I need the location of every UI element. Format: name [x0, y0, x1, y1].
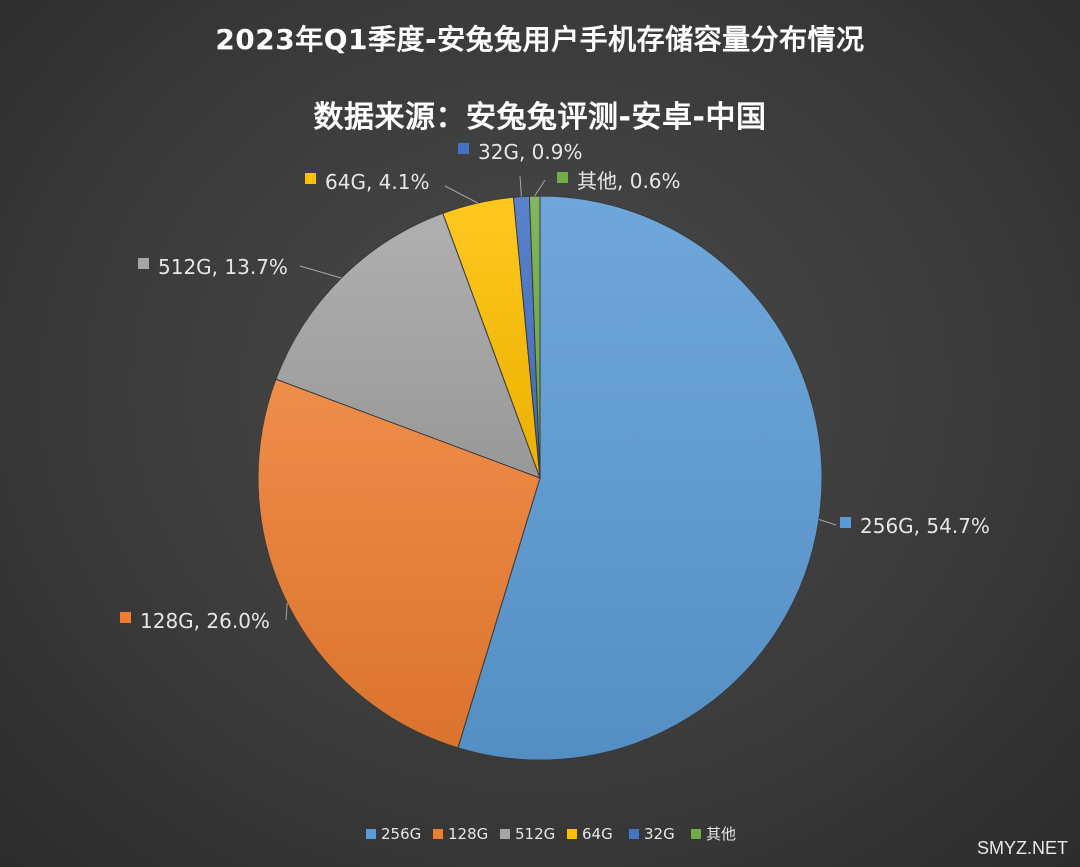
- label-swatch-128G: [120, 612, 131, 623]
- label-swatch-32G: [458, 143, 469, 154]
- leader-line-32G: [519, 175, 522, 197]
- leader-line-128G: [285, 602, 288, 621]
- legend-label-512G: 512G: [515, 825, 555, 843]
- legend-swatch-32G: [629, 829, 639, 839]
- leader-line-256G: [818, 519, 837, 526]
- leader-line-64G: [444, 185, 478, 204]
- data-label-64G: 64G, 4.1%: [325, 170, 429, 194]
- data-label-其他: 其他, 0.6%: [577, 169, 681, 193]
- legend-swatch-128G: [433, 829, 443, 839]
- label-swatch-256G: [840, 517, 851, 528]
- legend-swatch-其他: [691, 829, 701, 839]
- watermark: SMYZ.NET: [976, 838, 1068, 858]
- legend-label-256G: 256G: [381, 825, 421, 843]
- data-label-512G: 512G, 13.7%: [158, 255, 288, 279]
- legend-swatch-256G: [366, 829, 376, 839]
- legend-label-32G: 32G: [644, 825, 675, 843]
- chart-title: 2023年Q1季度-安兔兔用户手机存储容量分布情况: [215, 23, 865, 56]
- label-swatch-64G: [305, 173, 316, 184]
- pie-slice-128G: [257, 378, 541, 749]
- label-swatch-其他: [557, 172, 568, 183]
- data-label-256G: 256G, 54.7%: [860, 514, 990, 538]
- chart-subtitle: 数据来源：安兔兔评测-安卓-中国: [313, 100, 767, 135]
- data-label-128G: 128G, 26.0%: [140, 609, 270, 633]
- data-label-32G: 32G, 0.9%: [478, 140, 582, 164]
- leader-line-512G: [299, 265, 342, 279]
- legend-swatch-512G: [500, 829, 510, 839]
- legend-swatch-64G: [567, 829, 577, 839]
- legend-label-64G: 64G: [582, 825, 613, 843]
- label-swatch-512G: [138, 258, 149, 269]
- legend-label-128G: 128G: [448, 825, 488, 843]
- leader-line-其他: [534, 179, 546, 197]
- legend-label-其他: 其他: [706, 825, 736, 843]
- pie-slice-256G: [457, 195, 823, 761]
- pie-slice-512G: [275, 212, 541, 479]
